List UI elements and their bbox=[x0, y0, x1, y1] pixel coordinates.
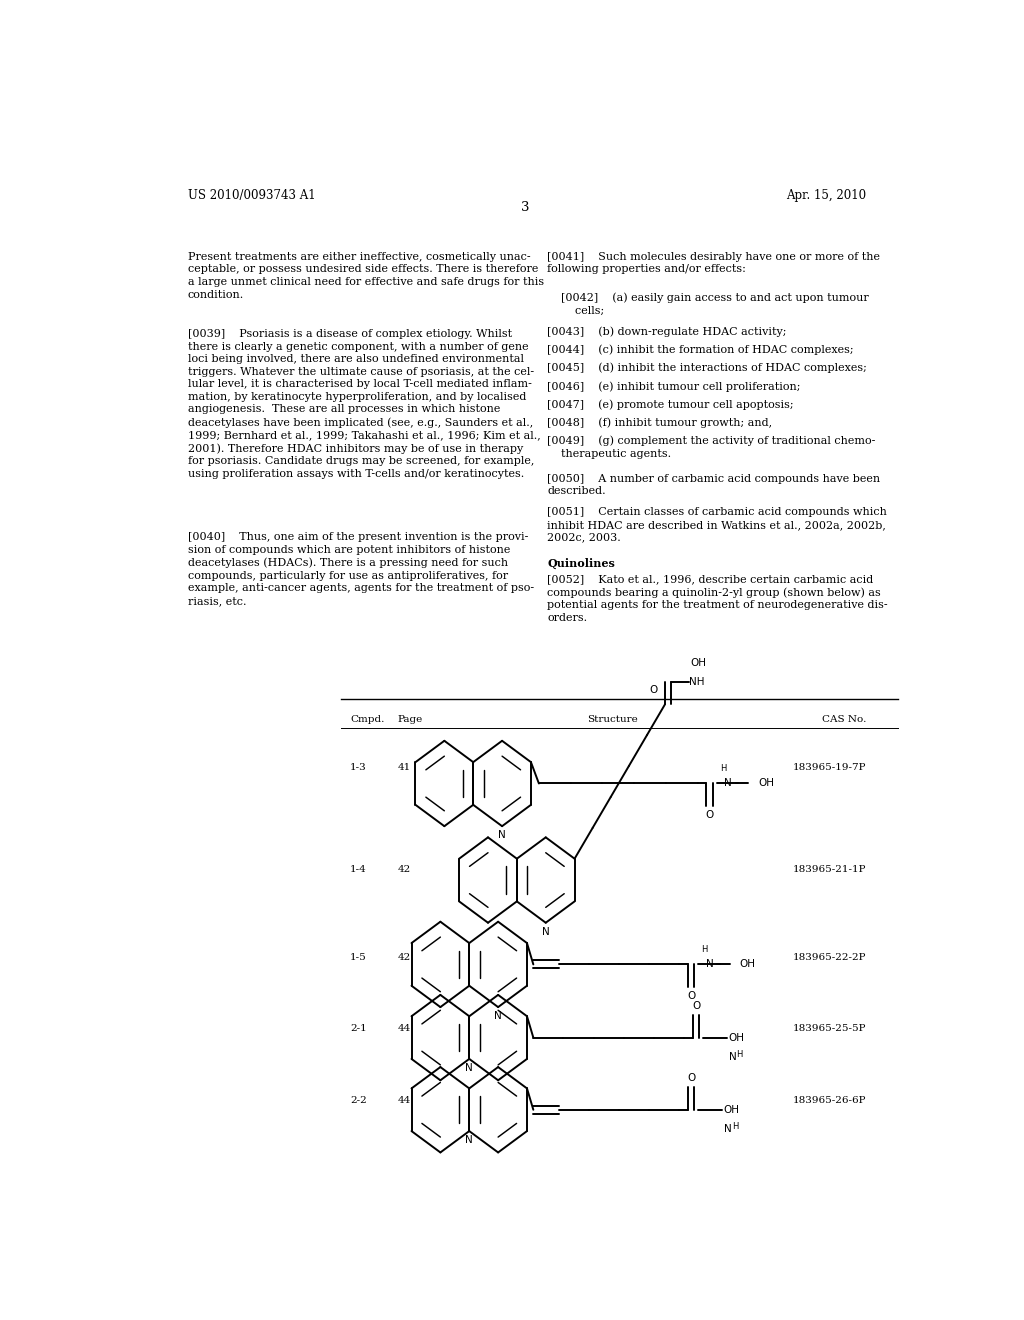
Text: N: N bbox=[465, 1063, 473, 1073]
Text: [0041]    Such molecules desirably have one or more of the
following properties : [0041] Such molecules desirably have one… bbox=[547, 252, 880, 275]
Text: [0040]    Thus, one aim of the present invention is the provi-
sion of compounds: [0040] Thus, one aim of the present inve… bbox=[187, 532, 534, 606]
Text: H: H bbox=[720, 764, 726, 774]
Text: Present treatments are either ineffective, cosmetically unac-
ceptable, or posse: Present treatments are either ineffectiv… bbox=[187, 252, 544, 300]
Text: N: N bbox=[728, 1052, 736, 1061]
Text: Structure: Structure bbox=[587, 715, 638, 725]
Text: OH: OH bbox=[690, 657, 707, 668]
Text: 1-3: 1-3 bbox=[350, 763, 367, 772]
Text: 183965-25-5P: 183965-25-5P bbox=[793, 1024, 866, 1034]
Text: [0044]    (c) inhibit the formation of HDAC complexes;: [0044] (c) inhibit the formation of HDAC… bbox=[547, 345, 854, 355]
Text: 44: 44 bbox=[397, 1096, 411, 1105]
Text: 42: 42 bbox=[397, 953, 411, 962]
Text: 1-5: 1-5 bbox=[350, 953, 367, 962]
Text: 41: 41 bbox=[397, 763, 411, 772]
Text: Cmpd.: Cmpd. bbox=[350, 715, 385, 725]
Text: H: H bbox=[736, 1049, 742, 1059]
Text: 1-4: 1-4 bbox=[350, 865, 367, 874]
Text: OH: OH bbox=[758, 779, 774, 788]
Text: 44: 44 bbox=[397, 1024, 411, 1034]
Text: N: N bbox=[724, 1125, 731, 1134]
Text: OH: OH bbox=[724, 1105, 739, 1115]
Text: O: O bbox=[706, 810, 714, 820]
Text: O: O bbox=[687, 1073, 695, 1084]
Text: N: N bbox=[495, 1011, 502, 1022]
Text: 2-1: 2-1 bbox=[350, 1024, 367, 1034]
Text: N: N bbox=[706, 960, 714, 969]
Text: OH: OH bbox=[739, 960, 756, 969]
Text: [0052]    Kato et al., 1996, describe certain carbamic acid
compounds bearing a : [0052] Kato et al., 1996, describe certa… bbox=[547, 574, 888, 623]
Text: [0039]    Psoriasis is a disease of complex etiology. Whilst
there is clearly a : [0039] Psoriasis is a disease of complex… bbox=[187, 329, 541, 479]
Text: OH: OH bbox=[728, 1032, 744, 1043]
Text: NH: NH bbox=[689, 677, 705, 686]
Text: CAS No.: CAS No. bbox=[821, 715, 866, 725]
Text: US 2010/0093743 A1: US 2010/0093743 A1 bbox=[187, 189, 315, 202]
Text: 183965-21-1P: 183965-21-1P bbox=[793, 865, 866, 874]
Text: Quinolines: Quinolines bbox=[547, 557, 614, 569]
Text: [0047]    (e) promote tumour cell apoptosis;: [0047] (e) promote tumour cell apoptosis… bbox=[547, 399, 794, 409]
Text: 2-2: 2-2 bbox=[350, 1096, 367, 1105]
Text: H: H bbox=[701, 945, 708, 954]
Text: O: O bbox=[649, 685, 657, 694]
Text: [0051]    Certain classes of carbamic acid compounds which
inhibit HDAC are desc: [0051] Certain classes of carbamic acid … bbox=[547, 507, 887, 543]
Text: O: O bbox=[687, 991, 695, 1001]
Text: H: H bbox=[732, 1122, 738, 1131]
Text: [0049]    (g) complement the activity of traditional chemo-
    therapeutic agen: [0049] (g) complement the activity of tr… bbox=[547, 436, 876, 459]
Text: 183965-26-6P: 183965-26-6P bbox=[793, 1096, 866, 1105]
Text: [0046]    (e) inhibit tumour cell proliferation;: [0046] (e) inhibit tumour cell prolifera… bbox=[547, 381, 801, 392]
Text: Page: Page bbox=[397, 715, 423, 725]
Text: [0045]    (d) inhibit the interactions of HDAC complexes;: [0045] (d) inhibit the interactions of H… bbox=[547, 363, 867, 374]
Text: [0042]    (a) easily gain access to and act upon tumour
        cells;: [0042] (a) easily gain access to and act… bbox=[547, 293, 868, 315]
Text: O: O bbox=[692, 1001, 700, 1011]
Text: 183965-22-2P: 183965-22-2P bbox=[793, 953, 866, 962]
Text: [0050]    A number of carbamic acid compounds have been
described.: [0050] A number of carbamic acid compoun… bbox=[547, 474, 881, 496]
Text: N: N bbox=[499, 830, 506, 841]
Text: 42: 42 bbox=[397, 865, 411, 874]
Text: [0043]    (b) down-regulate HDAC activity;: [0043] (b) down-regulate HDAC activity; bbox=[547, 326, 786, 337]
Text: [0048]    (f) inhibit tumour growth; and,: [0048] (f) inhibit tumour growth; and, bbox=[547, 417, 772, 428]
Text: N: N bbox=[724, 779, 731, 788]
Text: N: N bbox=[542, 927, 550, 937]
Text: 183965-19-7P: 183965-19-7P bbox=[793, 763, 866, 772]
Text: 3: 3 bbox=[520, 201, 529, 214]
Text: Apr. 15, 2010: Apr. 15, 2010 bbox=[786, 189, 866, 202]
Text: N: N bbox=[465, 1135, 473, 1146]
